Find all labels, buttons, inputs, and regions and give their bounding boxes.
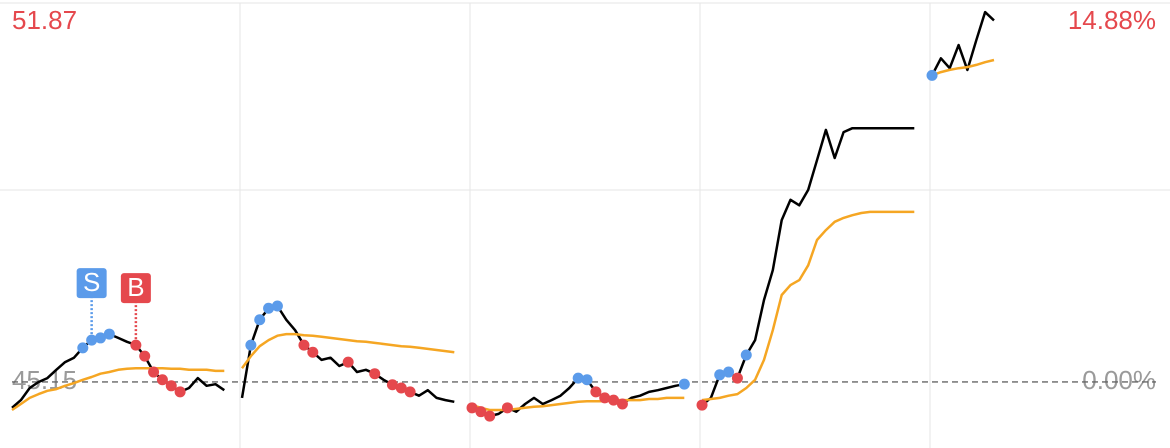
- annotation-label: B: [127, 272, 144, 302]
- signal-dot: [254, 314, 266, 326]
- signal-dot: [484, 410, 496, 422]
- signal-dot: [501, 402, 513, 414]
- signal-dot: [263, 302, 275, 314]
- annotation: S: [76, 267, 107, 335]
- signal-dot: [156, 374, 168, 386]
- signal-dot: [174, 386, 186, 398]
- y-tick-label: 51.87: [12, 5, 77, 35]
- signal-dot: [369, 368, 381, 380]
- signal-dot: [77, 342, 89, 354]
- annotation-label: S: [83, 267, 100, 297]
- signal-dot: [714, 369, 726, 381]
- annotation-box: [120, 273, 151, 304]
- signal-dot: [130, 339, 142, 351]
- signal-dot: [86, 334, 98, 346]
- signal-dot: [342, 356, 354, 368]
- signal-dot: [475, 406, 487, 418]
- signal-dot: [696, 399, 708, 411]
- signal-dot: [616, 398, 628, 410]
- signal-dot: [599, 392, 611, 404]
- signal-dot: [271, 300, 283, 312]
- series-line: [11, 58, 995, 412]
- signal-dot: [94, 332, 106, 344]
- signal-dot: [466, 402, 478, 414]
- y2-tick-label: 14.88%: [1068, 5, 1156, 35]
- signal-dot: [740, 349, 752, 361]
- signal-dot: [590, 386, 602, 398]
- signal-dot: [572, 372, 584, 384]
- signal-dot: [723, 366, 735, 378]
- y2-tick-label: 0.00%: [1082, 365, 1156, 395]
- signal-dot: [608, 394, 620, 406]
- signal-dot: [139, 350, 151, 362]
- signal-dot: [298, 339, 310, 351]
- signal-dot: [103, 328, 115, 340]
- signal-dot: [307, 346, 319, 358]
- signal-dot: [678, 378, 690, 390]
- signal-dot: [245, 339, 257, 351]
- signal-dot: [395, 382, 407, 394]
- signal-dot: [165, 380, 177, 392]
- annotation: B: [120, 272, 151, 340]
- signal-dot: [386, 379, 398, 391]
- signal-dot: [148, 366, 160, 378]
- signal-dot: [731, 372, 743, 384]
- annotation-box: [76, 268, 107, 299]
- signal-dot: [581, 374, 593, 386]
- series-line: [11, 10, 995, 418]
- signal-dot: [926, 69, 938, 81]
- signal-dot: [404, 386, 416, 398]
